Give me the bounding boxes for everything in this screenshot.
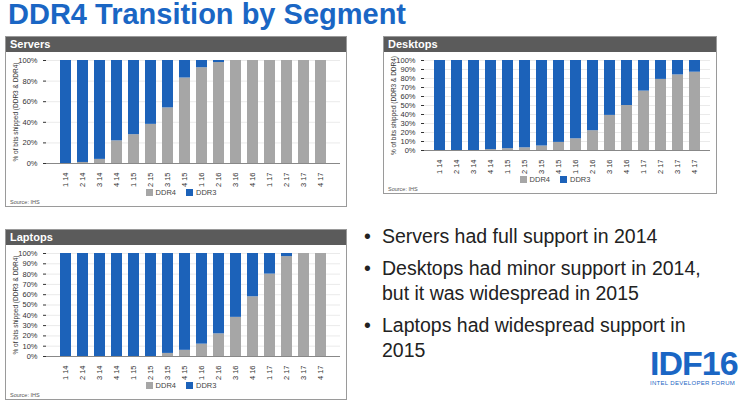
html-text:DDR4: DDR4 [155,381,176,390]
svg-text:Q1 14: Q1 14 [435,160,444,175]
svg-text:Q2 15: Q2 15 [146,173,155,188]
html-text:Source: IHS: Source: IHS [388,186,418,192]
svg-text:Q4 14: Q4 14 [486,160,495,175]
svg-text:80%: 80% [22,77,37,86]
svg-text:Q3 17: Q3 17 [299,366,308,381]
svg-text:100%: 100% [18,249,38,258]
svg-text:Q1 16: Q1 16 [197,173,206,188]
html-text:IDF16: IDF16 [650,344,738,382]
svg-text:Q4 15: Q4 15 [180,173,189,188]
html-text:Source: IHS: Source: IHS [10,199,40,205]
html-text:INTEL DEVELOPER FORUM: INTEL DEVELOPER FORUM [650,380,736,386]
html-text:Laptops had widespread support: Laptops had widespread support in 2015 [382,314,686,361]
svg-text:40%: 40% [22,118,37,127]
html-text:DDR4: DDR4 [529,175,550,184]
html-text:Desktops: Desktops [388,38,438,50]
svg-text:90%: 90% [400,65,415,74]
svg-text:0%: 0% [27,352,38,361]
svg-text:Q4 15: Q4 15 [554,160,563,175]
svg-text:Q2 16: Q2 16 [214,366,223,381]
svg-text:0%: 0% [405,146,416,155]
svg-text:Q1 17: Q1 17 [265,366,274,381]
svg-text:Q2 15: Q2 15 [146,366,155,381]
svg-text:Q4 16: Q4 16 [622,160,631,175]
html-text:DDR4: DDR4 [155,188,176,197]
svg-text:Q3 15: Q3 15 [163,173,172,188]
html-text:Servers had full support in 20: Servers had full support in 2014 [382,225,658,247]
svg-text:Q4 16: Q4 16 [248,366,257,381]
svg-text:Q1 15: Q1 15 [129,173,138,188]
svg-text:10%: 10% [22,342,37,351]
svg-text:30%: 30% [400,119,415,128]
svg-text:Q4 16: Q4 16 [248,173,257,188]
html-text:Laptops: Laptops [10,231,53,243]
svg-text:Q2 14: Q2 14 [452,160,461,175]
svg-text:Q2 17: Q2 17 [656,160,665,175]
svg-text:Q2 14: Q2 14 [78,366,87,381]
svg-text:Q4 17: Q4 17 [690,160,699,175]
svg-text:Q4 15: Q4 15 [180,366,189,381]
html-text:Desktops had minor support in: Desktops had minor support in 2014, but … [382,257,701,304]
svg-text:Q2 17: Q2 17 [282,173,291,188]
svg-text:Q1 16: Q1 16 [197,366,206,381]
html-text:DDR3: DDR3 [570,175,591,184]
svg-text:20%: 20% [22,331,37,340]
svg-text:100%: 100% [396,56,416,65]
svg-text:Q2 17: Q2 17 [282,366,291,381]
svg-text:0%: 0% [27,159,38,168]
svg-text:60%: 60% [400,92,415,101]
svg-text:Q1 15: Q1 15 [129,366,138,381]
svg-text:20%: 20% [22,138,37,147]
svg-text:50%: 50% [400,101,415,110]
svg-text:Q1 15: Q1 15 [503,160,512,175]
svg-text:Q3 17: Q3 17 [673,160,682,175]
svg-text:30%: 30% [22,321,37,330]
svg-text:Q1 17: Q1 17 [639,160,648,175]
svg-text:Q1 17: Q1 17 [265,173,274,188]
svg-text:Q3 15: Q3 15 [163,366,172,381]
svg-text:Q4 17: Q4 17 [316,366,325,381]
svg-text:Q4 14: Q4 14 [112,366,121,381]
svg-text:Q3 15: Q3 15 [537,160,546,175]
svg-text:60%: 60% [22,97,37,106]
svg-text:60%: 60% [22,290,37,299]
svg-text:Q2 15: Q2 15 [520,160,529,175]
svg-text:40%: 40% [22,311,37,320]
svg-text:% of bits shipped (DDR3 & DDR4: % of bits shipped (DDR3 & DDR4) [12,256,20,355]
svg-text:10%: 10% [400,137,415,146]
svg-text:80%: 80% [22,270,37,279]
html-text:DDR3: DDR3 [196,381,217,390]
svg-text:80%: 80% [400,74,415,83]
svg-text:Q1 16: Q1 16 [571,160,580,175]
svg-text:70%: 70% [400,83,415,92]
svg-text:Q3 14: Q3 14 [469,160,478,175]
svg-text:Q3 16: Q3 16 [231,366,240,381]
svg-text:Q3 16: Q3 16 [605,160,614,175]
svg-text:90%: 90% [22,259,37,268]
svg-text:40%: 40% [400,110,415,119]
svg-text:50%: 50% [22,300,37,309]
svg-text:Q2 16: Q2 16 [588,160,597,175]
svg-text:20%: 20% [400,128,415,137]
svg-text:70%: 70% [22,280,37,289]
svg-text:Q3 16: Q3 16 [231,173,240,188]
svg-text:Q4 17: Q4 17 [316,173,325,188]
svg-text:Q3 17: Q3 17 [299,173,308,188]
svg-text:Q2 16: Q2 16 [214,173,223,188]
svg-text:% of bits shipped (DDR3 & DDR4: % of bits shipped (DDR3 & DDR4) [12,63,20,162]
svg-text:Q2 14: Q2 14 [78,173,87,188]
svg-text:Q3 14: Q3 14 [95,173,104,188]
svg-text:100%: 100% [18,56,38,65]
html-text:Source: IHS: Source: IHS [10,392,40,398]
html-text:DDR3: DDR3 [196,188,217,197]
svg-text:% of bits shipped (DDR3 & DDR4: % of bits shipped (DDR3 & DDR4) [390,56,398,155]
svg-text:Q3 14: Q3 14 [95,366,104,381]
html-text:Servers: Servers [10,38,51,50]
svg-text:Q1 14: Q1 14 [61,366,70,381]
svg-text:Q1 14: Q1 14 [61,173,70,188]
svg-text:Q4 14: Q4 14 [112,173,121,188]
